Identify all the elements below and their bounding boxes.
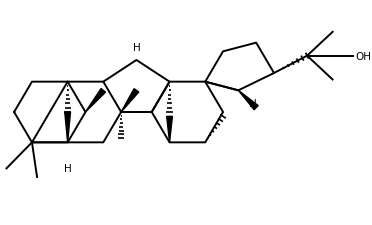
Text: OH: OH <box>355 52 371 61</box>
Text: H: H <box>248 99 256 109</box>
Polygon shape <box>167 117 173 143</box>
Text: H: H <box>132 43 140 53</box>
Text: H: H <box>64 163 71 173</box>
Polygon shape <box>86 89 106 112</box>
Polygon shape <box>65 112 71 143</box>
Polygon shape <box>238 91 258 110</box>
Polygon shape <box>121 89 139 112</box>
